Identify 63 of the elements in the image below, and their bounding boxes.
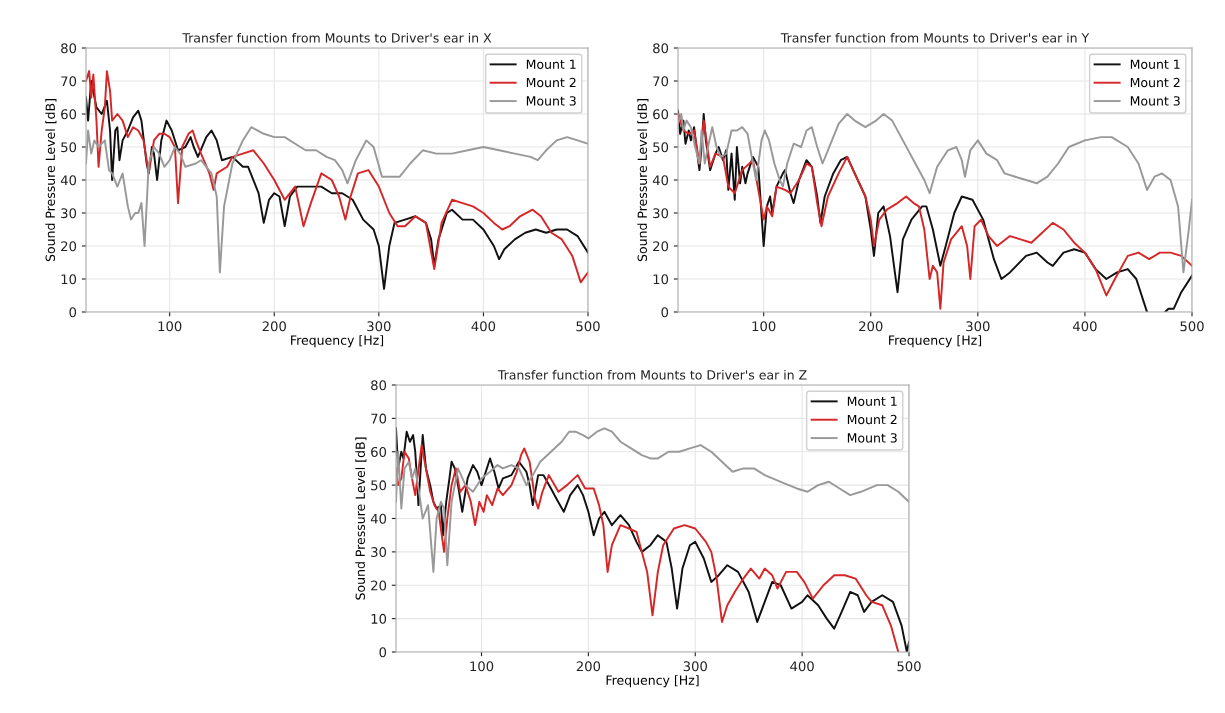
y-tick-label: 40 (370, 513, 387, 524)
y-tick-label: 30 (61, 208, 77, 219)
chart-title: Transfer function from Mounts to Driver's ear in X (182, 32, 492, 43)
legend-label: Mount 1 (847, 396, 897, 406)
x-tick-label: 200 (262, 321, 286, 332)
legend-label: Mount 2 (526, 77, 576, 88)
x-tick-label: 300 (683, 661, 707, 672)
y-tick-label: 30 (653, 208, 669, 219)
x-tick-label: 400 (1072, 321, 1097, 332)
line-series (396, 427, 909, 573)
x-tick-label: 100 (158, 321, 182, 332)
x-tick-label: 400 (790, 661, 814, 672)
y-tick-label: 70 (61, 76, 77, 87)
y-tick-label: 0 (379, 647, 387, 658)
legend-label: Mount 3 (526, 96, 576, 106)
y-tick-label: 80 (61, 43, 77, 54)
x-tick-label: 500 (576, 321, 600, 332)
line-series (86, 126, 588, 274)
y-tick-label: 0 (661, 307, 669, 318)
legend-label: Mount 3 (1130, 96, 1180, 106)
y-tick-label: 40 (60, 175, 77, 186)
y-tick-label: 70 (653, 76, 669, 87)
line-series (678, 113, 1192, 274)
y-tick-label: 50 (653, 142, 669, 153)
legend-label: Mount 3 (847, 433, 897, 443)
y-tick-label: 10 (371, 613, 387, 624)
legend-label: Mount 1 (526, 59, 576, 69)
y-tick-label: 50 (61, 142, 77, 153)
y-tick-label: 20 (61, 241, 77, 252)
x-tick-label: 100 (752, 321, 776, 332)
legend-label: Mount 2 (1130, 77, 1180, 88)
x-tick-label: 200 (576, 661, 601, 672)
x-tick-label: 500 (1180, 321, 1204, 332)
y-tick-label: 60 (371, 446, 387, 457)
x-tick-label: 500 (897, 661, 921, 672)
y-tick-label: 50 (371, 480, 387, 491)
y-axis-title: Sound Pressure Level [dB] (45, 99, 57, 262)
y-tick-label: 80 (653, 43, 669, 54)
y-tick-label: 30 (371, 547, 387, 558)
x-axis-title: Frequency [Hz] (889, 335, 982, 348)
y-tick-label: 10 (61, 274, 77, 285)
legend-label: Mount 2 (847, 414, 897, 425)
x-tick-label: 200 (859, 321, 883, 332)
y-tick-label: 80 (371, 380, 387, 391)
y-tick-label: 20 (371, 580, 387, 591)
y-tick-label: 60 (653, 109, 669, 120)
y-tick-label: 40 (652, 175, 669, 186)
y-tick-label: 70 (371, 413, 387, 424)
chart-title: Transfer function from Mounts to Driver's ear in Z (497, 369, 807, 380)
x-tick-label: 300 (367, 321, 391, 332)
x-tick-label: 100 (470, 661, 494, 672)
x-tick-label: 400 (471, 321, 496, 332)
y-axis-title: Sound Pressure Level [dB] (637, 99, 649, 262)
y-tick-label: 60 (61, 109, 77, 120)
chart-title: Transfer function from Mounts to Driver's ear in Y (780, 32, 1090, 43)
y-tick-label: 10 (653, 274, 669, 285)
x-axis-title: Frequency [Hz] (291, 335, 384, 348)
y-tick-label: 0 (69, 307, 77, 318)
x-axis-title: Frequency [Hz] (606, 675, 699, 688)
y-axis-title: Sound Pressure Level [dB] (355, 437, 367, 600)
y-tick-label: 20 (653, 241, 669, 252)
x-tick-label: 300 (966, 321, 990, 332)
legend-label: Mount 1 (1130, 59, 1180, 69)
